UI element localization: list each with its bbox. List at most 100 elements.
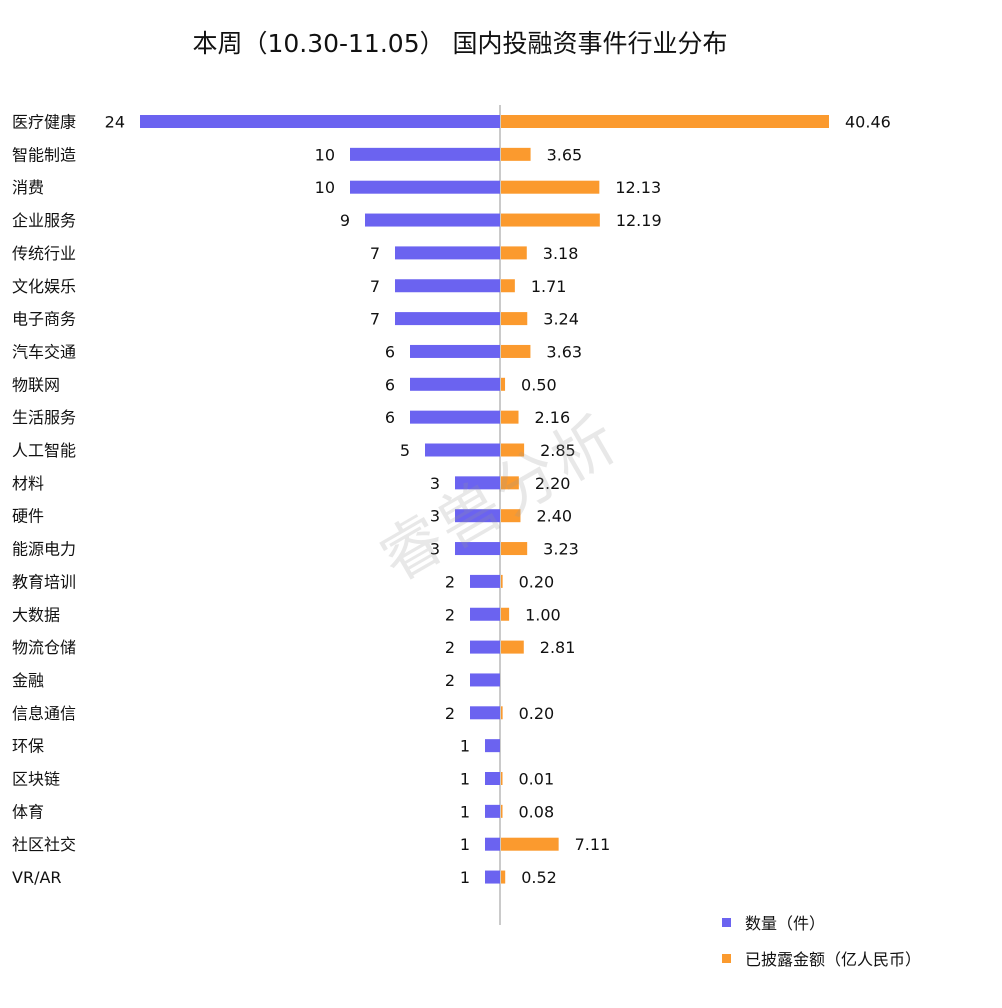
amount-value-label: 3.18 — [543, 244, 579, 263]
amount-bar — [501, 772, 503, 785]
count-value-label: 5 — [400, 441, 410, 460]
amount-value-label: 0.50 — [521, 375, 557, 394]
category-label: 大数据 — [12, 605, 60, 624]
count-value-label: 9 — [340, 211, 350, 230]
count-bar — [485, 772, 500, 785]
count-bar — [455, 509, 500, 523]
count-value-label: 1 — [460, 770, 470, 789]
category-label: 区块链 — [12, 770, 60, 789]
category-label: 教育培训 — [12, 572, 76, 591]
count-value-label: 2 — [445, 605, 455, 624]
count-bar — [410, 344, 500, 358]
amount-bar — [501, 180, 600, 194]
category-label: 材料 — [12, 474, 44, 493]
count-bar — [485, 870, 500, 884]
amount-value-label: 40.46 — [845, 113, 891, 132]
category-label: 物流仓储 — [12, 638, 76, 657]
amount-bar — [501, 443, 525, 457]
amount-value-label: 0.01 — [519, 770, 555, 789]
category-label: 企业服务 — [12, 211, 76, 230]
count-value-label: 7 — [370, 244, 380, 263]
category-label: 文化娱乐 — [12, 277, 76, 296]
amount-bar — [501, 509, 521, 523]
amount-bar — [501, 312, 528, 326]
amount-value-label: 7.11 — [575, 835, 611, 854]
count-value-label: 10 — [315, 145, 335, 164]
count-bar — [455, 542, 500, 556]
amount-value-label: 2.20 — [535, 474, 571, 493]
amount-value-label: 0.20 — [519, 704, 555, 723]
legend-item-amount: 已披露金额（亿人民币） — [722, 948, 922, 969]
count-value-label: 2 — [445, 704, 455, 723]
category-label: 汽车交通 — [12, 342, 76, 361]
amount-value-label: 2.40 — [536, 507, 572, 526]
count-value-label: 10 — [315, 178, 335, 197]
count-bar — [470, 673, 500, 687]
count-value-label: 6 — [385, 408, 395, 427]
legend-swatch-amount — [722, 953, 731, 963]
legend-label-count: 数量（件） — [745, 914, 826, 933]
amount-value-label: 1.00 — [525, 605, 561, 624]
count-bar — [470, 607, 500, 621]
count-value-label: 1 — [460, 835, 470, 854]
count-bar — [470, 706, 500, 720]
count-value-label: 3 — [430, 507, 440, 526]
amount-bar — [501, 870, 506, 884]
category-label: 消费 — [12, 178, 44, 197]
count-value-label: 7 — [370, 310, 380, 329]
amount-value-label: 12.13 — [615, 178, 661, 197]
legend: 数量（件） 已披露金额（亿人民币） — [722, 912, 921, 984]
category-label: 传统行业 — [12, 244, 76, 263]
count-bar — [485, 837, 500, 851]
count-bar — [395, 246, 500, 260]
count-value-label: 2 — [445, 638, 455, 657]
legend-swatch-count — [722, 917, 731, 927]
amount-value-label: 3.63 — [546, 342, 582, 361]
amount-value-label: 1.71 — [531, 277, 567, 296]
count-bar — [455, 476, 500, 490]
amount-value-label: 0.20 — [519, 572, 555, 591]
category-label: 人工智能 — [12, 441, 76, 460]
count-bar — [395, 279, 500, 293]
count-bar — [470, 574, 500, 588]
count-value-label: 2 — [445, 572, 455, 591]
count-bar — [350, 147, 500, 161]
amount-value-label: 3.23 — [543, 540, 579, 559]
count-bar — [365, 213, 500, 227]
category-label: 医疗健康 — [12, 113, 76, 132]
amount-value-label: 3.24 — [543, 310, 579, 329]
amount-bar — [501, 115, 829, 128]
count-bar — [425, 443, 500, 457]
category-label: VR/AR — [12, 868, 62, 887]
amount-bar — [501, 804, 503, 818]
count-value-label: 1 — [460, 802, 470, 821]
category-label: 硬件 — [12, 507, 44, 526]
category-label: 环保 — [12, 737, 44, 756]
count-value-label: 24 — [105, 113, 125, 132]
category-label: 能源电力 — [12, 540, 76, 559]
amount-value-label: 2.85 — [540, 441, 576, 460]
amount-value-label: 0.52 — [521, 868, 557, 887]
count-bar — [350, 180, 500, 194]
count-bar — [485, 739, 500, 753]
count-value-label: 6 — [385, 342, 395, 361]
count-value-label: 3 — [430, 474, 440, 493]
count-bar — [410, 377, 500, 391]
count-value-label: 6 — [385, 375, 395, 394]
legend-label-amount: 已披露金额（亿人民币） — [745, 950, 922, 969]
amount-bar — [501, 213, 600, 227]
count-bar — [395, 312, 500, 326]
count-bar — [470, 640, 500, 654]
amount-bar — [501, 279, 515, 293]
amount-value-label: 2.16 — [535, 408, 571, 427]
amount-bar — [501, 542, 528, 556]
amount-value-label: 12.19 — [616, 211, 662, 230]
amount-bar — [501, 837, 559, 851]
category-label: 金融 — [12, 671, 44, 690]
category-label: 智能制造 — [12, 145, 76, 164]
count-bar — [140, 115, 500, 128]
amount-bar — [501, 147, 531, 161]
count-value-label: 2 — [445, 671, 455, 690]
